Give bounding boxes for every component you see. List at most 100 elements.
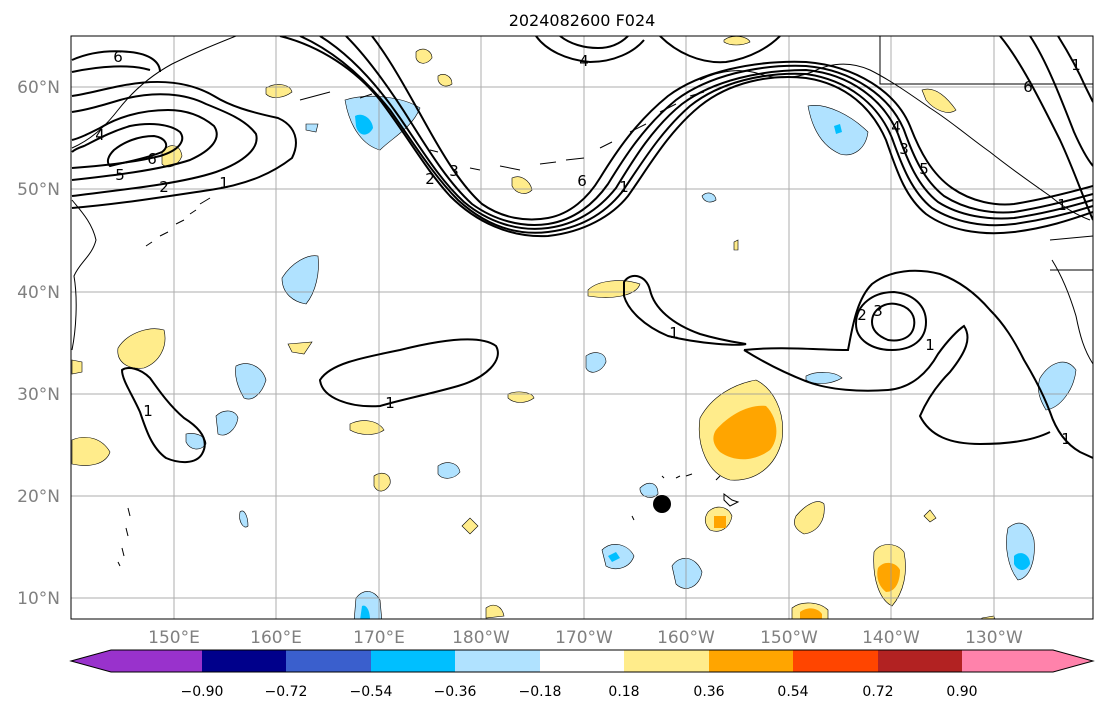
pos-patch-orange — [800, 608, 822, 619]
neg-patch — [437, 462, 461, 479]
contour-trough-3 — [319, 36, 1093, 230]
neg-patch — [305, 123, 319, 133]
lon-label: 170°E — [353, 628, 405, 648]
neg-patch — [1038, 361, 1077, 411]
colorbar-tick-label: −0.54 — [350, 684, 393, 700]
pos-patch-orange — [714, 516, 726, 528]
contour-west-1 — [71, 80, 297, 209]
contour-label: 1 — [1061, 430, 1071, 448]
pos-patch — [923, 509, 937, 523]
colorbar-tick-label: 0.36 — [693, 684, 724, 700]
contour-label: 1 — [619, 178, 629, 196]
contour-north-3 — [659, 36, 781, 64]
contour-label: 3 — [873, 302, 883, 320]
pos-patch — [723, 36, 751, 46]
contour-label: 1 — [385, 394, 395, 412]
contour-label: 6 — [1023, 78, 1033, 96]
location-marker — [653, 495, 671, 513]
pos-patch — [507, 391, 535, 403]
colorbar-outline — [69, 649, 1095, 673]
colorbar-segment — [202, 650, 286, 672]
neg-patch — [239, 510, 249, 528]
contour-ne-1 — [999, 36, 1093, 221]
pos-patch — [287, 341, 313, 355]
contour-west-5 — [106, 134, 168, 168]
contour-cpac — [318, 338, 499, 408]
neg-patch-core — [355, 114, 373, 135]
coast-canada — [879, 36, 1093, 271]
contour-label: 2 — [857, 306, 867, 324]
neg-patch-core — [360, 605, 370, 619]
contour-label: 2 — [159, 178, 169, 196]
pos-patch — [71, 359, 83, 375]
contour-e-ring-1 — [854, 290, 928, 352]
pos-patch — [981, 615, 996, 619]
coast-hawaii — [675, 473, 740, 507]
colorbar-segment — [709, 650, 793, 672]
contour-north-1 — [535, 36, 645, 64]
colorbar-tick-label: −0.72 — [265, 684, 308, 700]
contour-label: 1 — [143, 402, 153, 420]
pos-patch-orange — [877, 562, 900, 592]
colorbar-tick-label: −0.90 — [181, 684, 224, 700]
contour-label: 4 — [579, 52, 589, 70]
contour-ne-2 — [1029, 36, 1093, 167]
lon-label: 160°E — [250, 628, 302, 648]
pos-patch-orange — [713, 405, 777, 460]
colorbar-extend-low — [71, 650, 202, 672]
lon-label: 140°W — [862, 628, 920, 648]
pos-patch — [921, 88, 957, 113]
contour-labels: 6 4 6 5 2 1 4 2 3 6 1 4 3 5 6 1 1 2 3 1 … — [95, 48, 1081, 448]
contour-trough-5 — [371, 36, 1093, 221]
contour-label: 3 — [899, 140, 909, 158]
lon-label: 160°W — [657, 628, 715, 648]
contour-label: 5 — [115, 166, 125, 184]
map-frame — [70, 35, 1094, 620]
coast-marianas — [117, 507, 131, 567]
lon-label: 150°E — [148, 628, 200, 648]
contour-label: 6 — [147, 150, 157, 168]
lat-label: 40°N — [17, 283, 60, 303]
neg-patch — [639, 482, 659, 498]
neg-patch-core — [608, 552, 620, 562]
lat-label: 10°N — [17, 589, 60, 609]
neg-patch — [701, 192, 717, 203]
colorbar-segment — [793, 650, 878, 672]
neg-patch-core — [834, 124, 842, 134]
lon-label: 130°W — [965, 628, 1023, 648]
colorbar — [69, 649, 1095, 673]
contour-label: 6 — [113, 48, 123, 66]
contour-e-ring-2 — [870, 302, 916, 342]
coast-namerica — [1051, 259, 1093, 365]
contour-north-2 — [559, 36, 629, 50]
colorbar-segment — [540, 650, 624, 672]
pos-patch — [349, 420, 385, 435]
lat-labels: 60°N 50°N 40°N 30°N 20°N 10°N — [17, 78, 60, 609]
neg-patch — [235, 363, 267, 400]
colorbar-tick-labels: −0.90 −0.72 −0.54 −0.36 −0.18 0.18 0.36 … — [181, 684, 978, 700]
contour-label: 1 — [1057, 196, 1067, 214]
neg-patch — [671, 558, 703, 589]
contour-west-6 — [71, 50, 161, 73]
contour-west-2 — [71, 93, 258, 197]
neg-patch — [215, 410, 239, 436]
contour-e-low — [623, 274, 747, 346]
contour-trough-4 — [345, 36, 1093, 226]
neg-patch-core — [1014, 553, 1030, 570]
contour-label: 1 — [669, 324, 679, 342]
pos-patch — [461, 517, 479, 535]
pos-patch — [794, 501, 825, 535]
pos-patch — [117, 328, 166, 369]
colorbar-tick-label: −0.36 — [434, 684, 477, 700]
pos-patch — [437, 74, 453, 87]
map-panel: 6 4 6 5 2 1 4 2 3 6 1 4 3 5 6 1 1 2 3 1 … — [71, 36, 1093, 619]
colorbar-segment — [371, 650, 455, 672]
neg-patch — [185, 433, 207, 450]
contour-label: 5 — [919, 160, 929, 178]
contour-west-3 — [71, 108, 218, 181]
contour-wpac — [120, 367, 206, 464]
contour-label: 4 — [95, 126, 105, 144]
pos-patch — [733, 239, 739, 251]
contour-west-4 — [71, 123, 184, 169]
